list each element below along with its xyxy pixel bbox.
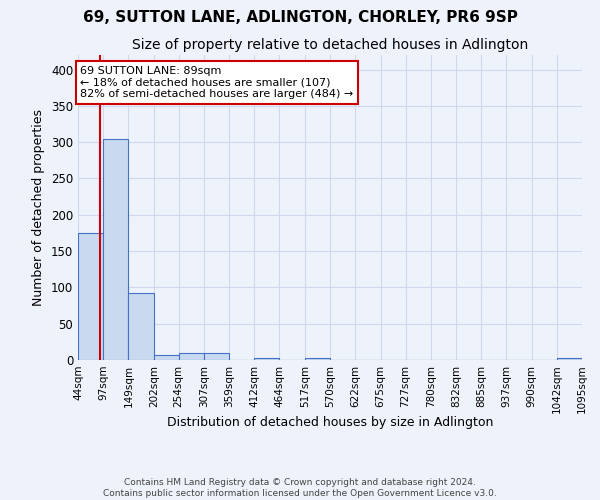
Bar	[204, 352, 229, 360]
Title: Size of property relative to detached houses in Adlington: Size of property relative to detached ho…	[132, 38, 528, 52]
X-axis label: Distribution of detached houses by size in Adlington: Distribution of detached houses by size …	[167, 416, 493, 430]
Bar	[557, 358, 582, 360]
Bar	[305, 358, 330, 360]
Bar	[154, 355, 179, 360]
Bar	[78, 233, 103, 360]
Y-axis label: Number of detached properties: Number of detached properties	[32, 109, 46, 306]
Text: 69, SUTTON LANE, ADLINGTON, CHORLEY, PR6 9SP: 69, SUTTON LANE, ADLINGTON, CHORLEY, PR6…	[83, 10, 517, 25]
Bar	[128, 293, 154, 360]
Text: 69 SUTTON LANE: 89sqm
← 18% of detached houses are smaller (107)
82% of semi-det: 69 SUTTON LANE: 89sqm ← 18% of detached …	[80, 66, 353, 99]
Bar	[179, 354, 204, 360]
Bar	[254, 358, 280, 360]
Bar	[103, 138, 128, 360]
Text: Contains HM Land Registry data © Crown copyright and database right 2024.
Contai: Contains HM Land Registry data © Crown c…	[103, 478, 497, 498]
